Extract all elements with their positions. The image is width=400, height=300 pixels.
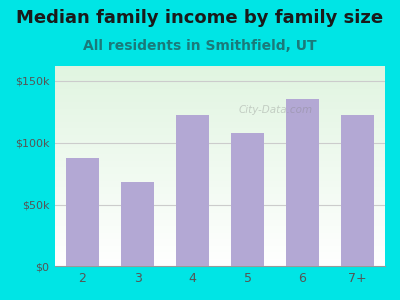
Text: All residents in Smithfield, UT: All residents in Smithfield, UT xyxy=(83,39,317,53)
Bar xyxy=(121,182,154,266)
Text: Median family income by family size: Median family income by family size xyxy=(16,9,384,27)
Bar xyxy=(176,116,209,266)
Bar xyxy=(66,158,99,266)
Text: City-Data.com: City-Data.com xyxy=(239,105,313,115)
Bar xyxy=(231,133,264,266)
Bar xyxy=(341,116,374,266)
Bar xyxy=(286,99,319,266)
